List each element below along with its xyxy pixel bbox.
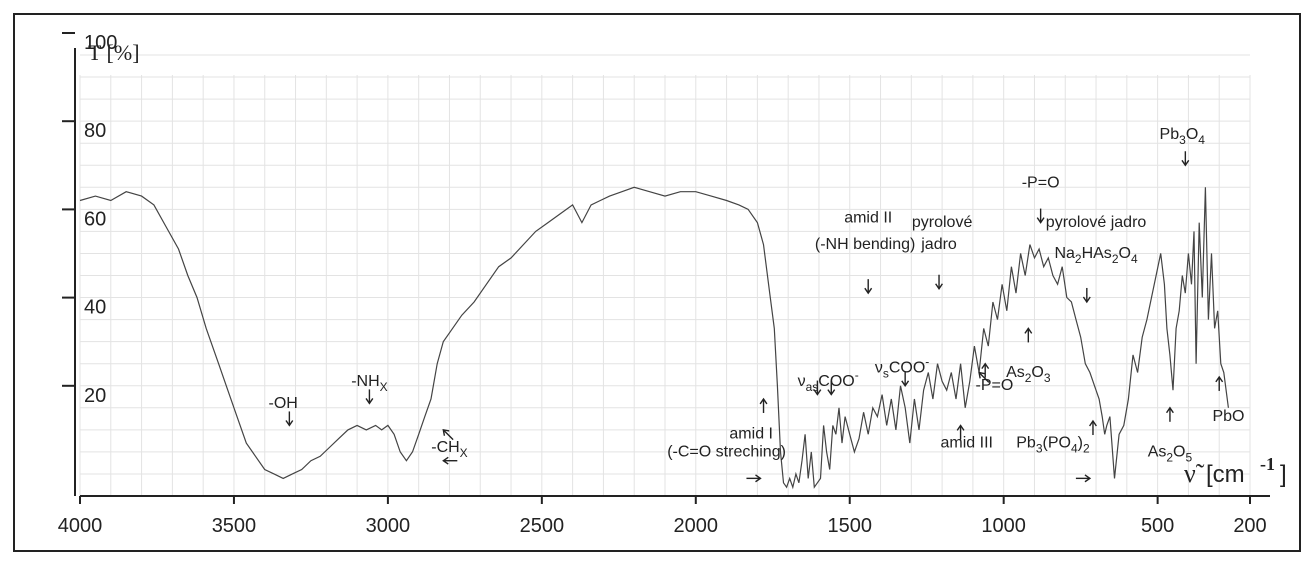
annotation-arrowhead (442, 456, 449, 465)
y-tick-label: 80 (84, 120, 106, 142)
axes (74, 48, 1270, 497)
x-tick-label: 1500 (827, 515, 872, 537)
y-tick-label: 60 (84, 208, 106, 230)
annotation-arrowhead (759, 397, 768, 405)
x-tick-label: 4000 (58, 515, 103, 537)
x-tick-label: 1000 (981, 515, 1026, 537)
y-tick-label: 40 (84, 297, 106, 319)
x-tick-label: 200 (1233, 515, 1266, 537)
annotation-arrowhead (442, 428, 450, 436)
annotation-arrow (442, 429, 454, 441)
annotation-arrowhead (956, 424, 965, 431)
annotation-label: PbO (1212, 408, 1244, 425)
annotation-label: -OH (269, 395, 298, 412)
x-axis-exponent: -1 (1260, 454, 1275, 474)
annotation-label: Na2HAs2O4 (1054, 245, 1138, 266)
y-tick-label: 100 (84, 32, 117, 54)
annotation-label: amid I (729, 426, 773, 443)
annotation-arrowhead (901, 380, 910, 387)
annotation-label: -NHX (351, 373, 387, 394)
annotation-label: amid III (941, 434, 993, 451)
annotation-labels: -OH -NHX -CHX amid I(-C=O streching) νasCOO-… (269, 126, 1245, 465)
x-tick-label: 3500 (212, 515, 257, 537)
annotation-arrowhead (935, 283, 943, 290)
annotation-arrowhead (755, 474, 762, 483)
y-axis-label: T [%] (88, 40, 140, 65)
annotation-label: -P=O (1022, 174, 1060, 191)
x-tick-label: 2500 (520, 515, 565, 537)
annotation-label: pyrolové jadro (1046, 214, 1147, 231)
grid (79, 54, 1251, 497)
x-tick-label: 2000 (674, 515, 719, 537)
x-tick-label: 500 (1141, 515, 1174, 537)
annotation-arrowhead (981, 362, 990, 370)
y-tick-label: 20 (84, 385, 106, 407)
outer-border (13, 13, 1301, 552)
annotation-label: pyrolové (912, 214, 973, 231)
annotation-arrowhead (1165, 406, 1174, 414)
annotation-label: νasCOO- (798, 368, 859, 394)
annotation-arrowhead (1082, 296, 1091, 304)
annotation-label: νsCOO- (875, 355, 929, 381)
annotation-arrowhead (1089, 419, 1097, 427)
annotation-arrowhead (365, 398, 374, 405)
annotation-label: As2O3 (1006, 364, 1051, 385)
x-axis-close: ] (1280, 461, 1287, 488)
annotation-label: (-C=O streching) (667, 443, 786, 460)
annotation-label: amid II (844, 210, 892, 227)
annotation-arrow (978, 372, 990, 383)
annotation-label: Pb3(PO4)2 (1016, 434, 1090, 455)
annotation-arrowhead (1036, 217, 1045, 224)
annotation-arrowhead (285, 420, 294, 427)
annotation-arrowhead (1181, 159, 1190, 167)
annotation-label: Pb3O4 (1160, 126, 1206, 147)
ticks: 100 80 60 40 20 4000 3500 3000 2500 2000 1500 1000 5… (58, 32, 1267, 537)
annotation-arrowhead (1024, 327, 1033, 334)
x-tick-label: 3000 (366, 515, 411, 537)
annotation-label: -CHX (431, 439, 467, 460)
annotation-arrowhead (813, 389, 822, 396)
annotation-arrows (285, 151, 1224, 483)
annotation-arrowhead (978, 371, 986, 379)
annotation-arrowhead (827, 389, 836, 396)
annotation-arrowhead (1215, 375, 1224, 383)
annotation-arrowhead (864, 287, 873, 295)
spectrum-line (79, 186, 1229, 490)
annotation-label: jadro (920, 236, 957, 253)
annotation-label: -P=O (976, 377, 1014, 394)
x-axis-unit: [cm (1206, 461, 1245, 488)
annotation-label: As2O5 (1148, 443, 1193, 464)
annotation-arrowhead (1084, 474, 1092, 483)
annotation-label: (-NH bending) (815, 236, 915, 253)
